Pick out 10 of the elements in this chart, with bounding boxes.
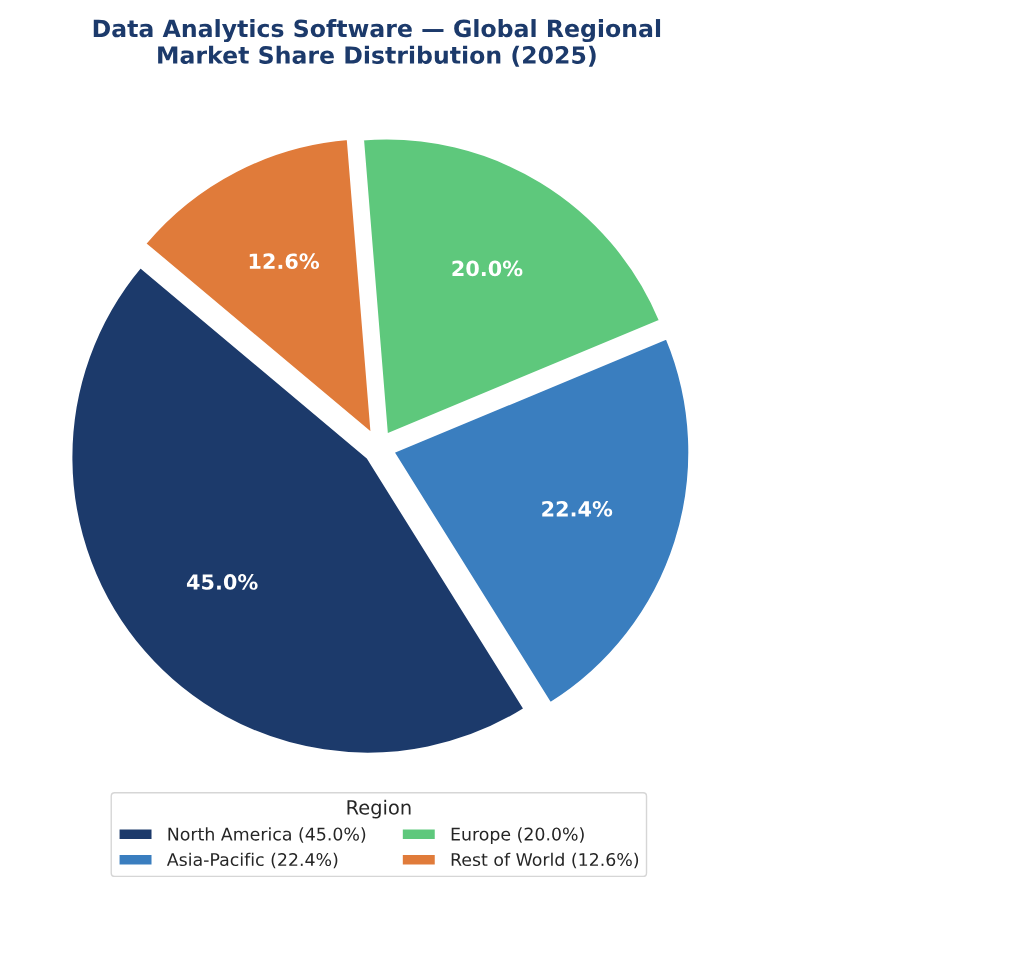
data-label: 20.0% <box>452 260 523 277</box>
legend-title: Region <box>347 799 411 819</box>
data-label: 22.4% <box>542 500 613 517</box>
data-label: 12.6% <box>249 253 320 270</box>
legend-label: Asia-Pacific (22.4%) <box>166 852 338 869</box>
legend-label: Rest of World (12.6%) <box>451 852 639 869</box>
data-label: 45.0% <box>186 574 258 590</box>
legend-label: North America (45.0%) <box>168 827 366 843</box>
legend-label: Europe (20.0%) <box>451 827 584 844</box>
chart-title: Data Analytics Software — Global Regional Market Share Distribution (2025) <box>93 19 661 67</box>
